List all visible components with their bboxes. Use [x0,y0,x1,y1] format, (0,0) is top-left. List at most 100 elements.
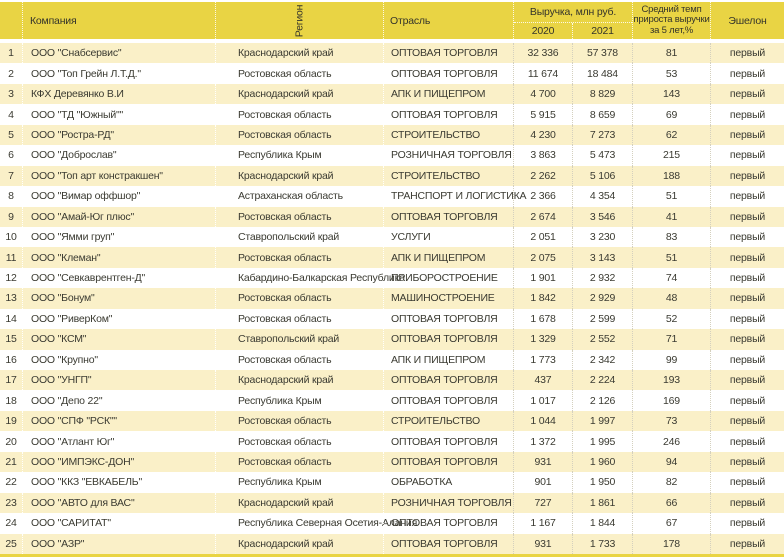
revenue-2020-cell: 4 700 [513,83,572,105]
growth-cell: 178 [632,533,710,554]
rank-cell: 6 [8,149,14,162]
industry-cell: ОПТОВАЯ ТОРГОВЛЯ [383,431,513,452]
table-row: 16 ООО "Крупно" Ростовская область АПК И ПИ… [0,349,784,370]
growth-cell: 41 [632,206,710,227]
region-cell: Ростовская область [215,206,383,227]
company-cell: ООО "ИМПЭКС-ДОН" [22,451,215,473]
echelon-cell: первый [710,472,784,493]
region-header-label: Регион [293,4,306,37]
rank-cell: 24 [5,517,17,530]
revenue-2021-cell: 18 484 [572,63,632,84]
growth-cell: 143 [632,83,710,105]
industry-cell: ОПТОВАЯ ТОРГОВЛЯ [383,43,513,64]
company-cell: ООО "Депо 22" [22,390,215,411]
region-cell: Астраханская область [215,186,383,207]
company-cell: ООО "ККЗ "ЕВКАБЕЛЬ" [22,472,215,493]
rank-cell: 21 [5,455,17,468]
industry-cell: РОЗНИЧНАЯ ТОРГОВЛЯ [383,492,513,514]
table-header: Компания Регион Отрасль Выручка, млн руб… [0,2,784,39]
table-row: 22 ООО "ККЗ "ЕВКАБЕЛЬ" Республика Крым ОБРА… [0,472,784,493]
company-cell: ООО "Ростра-РД" [22,124,215,146]
table-row: 9 ООО "Амай-Юг плюс" Ростовская область ОПТ… [0,206,784,227]
revenue-2021-cell: 1 844 [572,513,632,534]
industry-cell: ПРИБОРОСТРОЕНИЕ [383,267,513,289]
revenue-2020-cell: 3 863 [513,145,572,166]
header-body-divider [0,39,784,43]
revenue-2020-cell: 1 167 [513,513,572,534]
table-row: 21 ООО "ИМПЭКС-ДОН" Ростовская область ОПТО… [0,451,784,473]
echelon-cell: первый [710,206,784,227]
industry-cell: СТРОИТЕЛЬСТВО [383,165,513,187]
growth-cell: 67 [632,513,710,534]
rank-column-header [0,2,22,39]
table-row: 11 ООО "Клеман" Ростовская область АПК И ПИ… [0,247,784,268]
revenue-2021-cell: 8 829 [572,83,632,105]
echelon-cell: первый [710,451,784,473]
growth-cell: 69 [632,104,710,125]
region-cell: Республика Северная Осетия-Алания [215,513,417,534]
industry-cell: АПК И ПИЩЕПРОМ [383,247,513,268]
industry-header-label: Отрасль [390,14,431,27]
table-row: 23 ООО "АВТО для ВАС" Краснодарский край РО… [0,492,784,514]
region-cell: Ростовская область [215,451,383,473]
table-row: 14 ООО "РиверКом" Ростовская область ОПТОВА… [0,308,784,330]
region-cell: Ростовская область [215,124,383,146]
revenue-2020-cell: 32 336 [513,43,572,64]
region-cell: Республика Крым [215,145,383,166]
echelon-cell: первый [710,513,784,534]
growth-cell: 99 [632,349,710,370]
growth-cell: 215 [632,145,710,166]
industry-cell: ОПТОВАЯ ТОРГОВЛЯ [383,104,513,125]
echelon-cell: первый [710,308,784,330]
revenue-2021-cell: 1 733 [572,533,632,554]
table-row: 15 ООО "КСМ" Ставропольский край ОПТОВАЯ ТО… [0,329,784,350]
company-cell: ООО "Крупно" [22,349,215,370]
echelon-cell: первый [710,492,784,514]
revenue-2020-cell: 5 915 [513,104,572,125]
rank-cell: 4 [8,108,14,121]
region-cell: Краснодарский край [215,370,383,391]
industry-cell: ОПТОВАЯ ТОРГОВЛЯ [383,533,513,554]
echelon-cell: первый [710,370,784,391]
revenue-years-row: 2020 2021 [514,23,632,39]
company-column-header: Компания [22,2,215,39]
revenue-2021-cell: 1 997 [572,410,632,432]
company-cell: ООО "САРИТАТ" [22,513,215,534]
revenue-2021-cell: 2 224 [572,370,632,391]
revenue-2020-cell: 1 773 [513,349,572,370]
region-cell: Ростовская область [215,104,383,125]
rank-cell: 3 [8,88,14,101]
rank-cell: 10 [5,231,17,244]
rank-cell: 25 [5,537,17,550]
company-cell: ООО "Ямми груп" [22,226,215,248]
region-cell: Краснодарский край [215,492,383,514]
growth-cell: 188 [632,165,710,187]
growth-cell: 193 [632,370,710,391]
rank-cell: 12 [5,272,17,285]
industry-cell: СТРОИТЕЛЬСТВО [383,124,513,146]
revenue-2020-cell: 4 230 [513,124,572,146]
growth-cell: 51 [632,247,710,268]
region-cell: Ростовская область [215,349,383,370]
revenue-2021-cell: 57 378 [572,43,632,64]
revenue-2021-cell: 3 546 [572,206,632,227]
revenue-column-group-header: Выручка, млн руб. 2020 2021 [513,2,632,39]
industry-cell: МАШИНОСТРОЕНИЕ [383,288,513,309]
revenue-2021-cell: 1 960 [572,451,632,473]
growth-cell: 169 [632,390,710,411]
revenue-2020-cell: 2 075 [513,247,572,268]
revenue-2020-cell: 901 [513,472,572,493]
company-cell: ООО "АВТО для ВАС" [22,492,215,514]
growth-cell: 71 [632,329,710,350]
rank-cell: 1 [8,47,14,60]
echelon-cell: первый [710,186,784,207]
company-cell: ООО "Снабсервис" [22,43,215,64]
region-cell: Ростовская область [215,431,383,452]
growth-cell: 246 [632,431,710,452]
table-row: 6 ООО "Доброслав" Республика Крым РОЗНИЧНАЯ… [0,145,784,166]
region-cell: Ростовская область [215,288,383,309]
echelon-header-label: Эшелон [728,14,767,27]
echelon-cell: первый [710,83,784,105]
region-cell: Ростовская область [215,247,383,268]
rank-cell: 14 [5,312,17,325]
